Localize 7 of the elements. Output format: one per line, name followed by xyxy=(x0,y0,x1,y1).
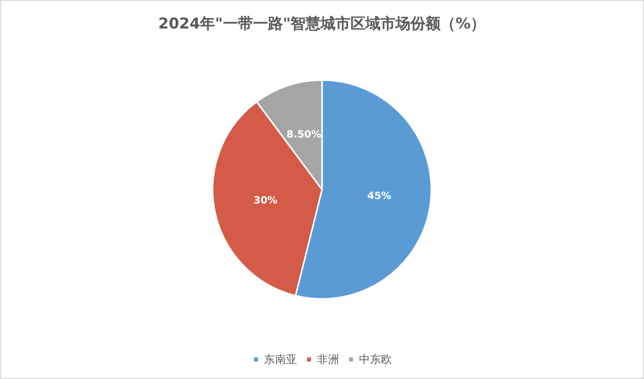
data-label: 8.50% xyxy=(286,129,322,140)
legend-label: 中东欧 xyxy=(359,353,392,366)
legend-label: 东南亚 xyxy=(264,353,297,366)
legend-label: 非洲 xyxy=(317,353,339,366)
chart-title: 2024年"一带一路"智慧城市区域市场份额（%） xyxy=(158,14,486,32)
data-label: 30% xyxy=(253,195,278,206)
data-label: 45% xyxy=(367,191,392,202)
